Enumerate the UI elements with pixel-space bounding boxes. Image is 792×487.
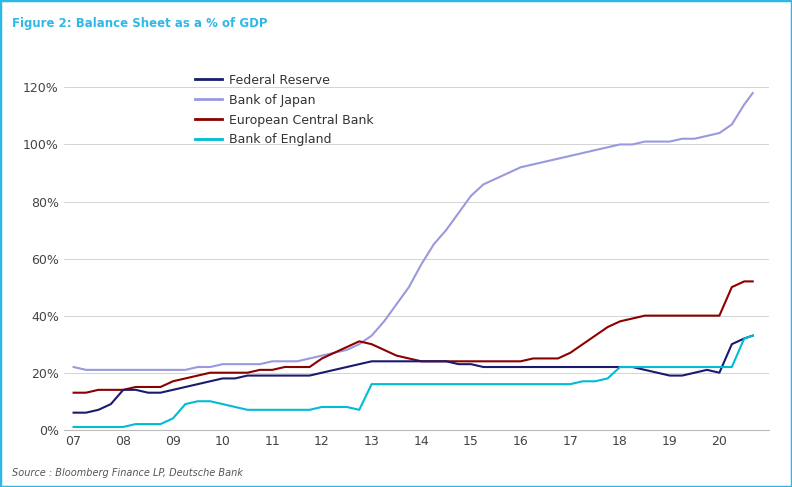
Legend: Federal Reserve, Bank of Japan, European Central Bank, Bank of England: Federal Reserve, Bank of Japan, European… <box>190 69 379 151</box>
Text: Source : Bloomberg Finance LP, Deutsche Bank: Source : Bloomberg Finance LP, Deutsche … <box>12 468 243 478</box>
Bank of Japan <box>603 144 612 150</box>
European Central Bank <box>454 358 463 364</box>
Federal Reserve <box>516 364 525 370</box>
Federal Reserve <box>82 410 91 415</box>
European Central Bank <box>69 390 78 395</box>
European Central Bank <box>740 279 749 284</box>
Bank of Japan <box>93 367 103 373</box>
Bank of Japan <box>748 90 757 96</box>
European Central Bank <box>491 358 501 364</box>
Federal Reserve <box>491 364 501 370</box>
European Central Bank <box>591 333 600 338</box>
Bank of England <box>454 381 463 387</box>
Federal Reserve <box>748 333 757 338</box>
Bank of England <box>69 424 78 430</box>
Bank of Japan <box>504 170 513 176</box>
Line: Bank of England: Bank of England <box>74 336 752 427</box>
European Central Bank <box>516 358 525 364</box>
Line: European Central Bank: European Central Bank <box>74 281 752 393</box>
Federal Reserve <box>69 410 78 415</box>
Bank of Japan <box>329 350 339 356</box>
Federal Reserve <box>454 361 463 367</box>
Bank of England <box>491 381 501 387</box>
European Central Bank <box>82 390 91 395</box>
European Central Bank <box>748 279 757 284</box>
Bank of Japan <box>69 364 78 370</box>
Bank of England <box>591 378 600 384</box>
Bank of England <box>516 381 525 387</box>
European Central Bank <box>318 356 327 361</box>
Bank of England <box>318 404 327 410</box>
Line: Federal Reserve: Federal Reserve <box>74 336 752 412</box>
Bank of England <box>82 424 91 430</box>
Bank of Japan <box>466 193 476 199</box>
Federal Reserve <box>591 364 600 370</box>
Bank of England <box>748 333 757 338</box>
Federal Reserve <box>318 370 327 375</box>
Text: Figure 2: Balance Sheet as a % of GDP: Figure 2: Balance Sheet as a % of GDP <box>12 17 268 30</box>
Bank of Japan <box>82 367 91 373</box>
Line: Bank of Japan: Bank of Japan <box>74 93 752 370</box>
Bank of Japan <box>528 162 538 168</box>
